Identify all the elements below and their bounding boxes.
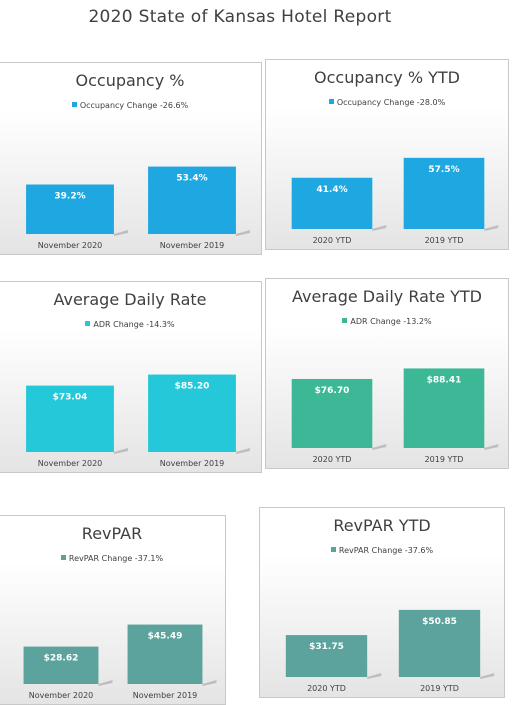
bar-shadow — [484, 225, 499, 231]
category-label: November 2019 — [160, 459, 225, 468]
category-label: 2019 YTD — [420, 684, 459, 693]
legend-label: RevPAR Change -37.1% — [68, 554, 164, 563]
bar — [127, 624, 203, 684]
data-label: $85.20 — [175, 382, 210, 392]
chart-legend: Occupancy Change -26.6% — [0, 101, 261, 110]
chart-legend: ADR Change -14.3% — [0, 320, 261, 329]
legend-label: Occupancy Change -26.6% — [79, 101, 189, 110]
data-label: $73.04 — [53, 393, 88, 403]
chart-plot: 41.4% 2020 YTD 57.5% 2019 YTD — [291, 157, 499, 245]
category-label: November 2020 — [29, 691, 94, 700]
category-label: 2019 YTD — [425, 236, 464, 245]
legend-swatch — [342, 318, 348, 323]
bar — [403, 368, 485, 448]
bar — [148, 374, 236, 452]
bar-shadow — [113, 230, 128, 236]
category-label: 2020 YTD — [307, 684, 346, 693]
chart-occupancy: Occupancy % Occupancy Change -26.6% 39.2… — [0, 62, 262, 255]
chart-title: RevPAR YTD — [333, 516, 431, 535]
bar — [398, 609, 481, 677]
bar-shadow — [372, 444, 387, 450]
page-title: 2020 State of Kansas Hotel Report — [88, 7, 392, 27]
chart-plot: $28.62 November 2020 $45.49 November 2019 — [23, 624, 217, 700]
legend-label: ADR Change -14.3% — [93, 320, 175, 329]
bar-shadow — [235, 230, 250, 236]
chart-legend: RevPAR Change -37.1% — [0, 554, 225, 563]
bar — [26, 184, 114, 234]
legend-label: ADR Change -13.2% — [350, 317, 432, 326]
category-label: 2019 YTD — [425, 455, 464, 464]
chart-title: Average Daily Rate — [53, 290, 207, 309]
category-label: 2020 YTD — [313, 236, 352, 245]
chart-revpar-ytd: RevPAR YTD RevPAR Change -37.6% $31.75 20… — [259, 507, 505, 698]
data-label: $76.70 — [315, 386, 350, 396]
bar-shadow — [98, 680, 113, 686]
chart-legend: RevPAR Change -37.6% — [260, 546, 504, 555]
bar — [291, 177, 373, 229]
bar — [23, 646, 99, 684]
chart-title: Average Daily Rate YTD — [292, 287, 482, 306]
bar-shadow — [372, 225, 387, 231]
bar-shadow — [235, 448, 250, 454]
bar-shadow — [113, 448, 128, 454]
chart-plot: $73.04 November 2020 $85.20 November 2019 — [26, 374, 250, 468]
bar-shadow — [484, 444, 499, 450]
data-label: 57.5% — [428, 165, 459, 175]
chart-legend: Occupancy Change -28.0% — [266, 98, 508, 107]
bar — [291, 378, 373, 448]
chart-plot: 39.2% November 2020 53.4% November 2019 — [26, 166, 250, 250]
category-label: November 2019 — [133, 691, 198, 700]
legend-label: Occupancy Change -28.0% — [336, 98, 446, 107]
bar — [148, 166, 236, 234]
bar — [26, 385, 114, 452]
legend-swatch — [330, 547, 336, 552]
category-label: November 2020 — [38, 241, 103, 250]
chart-adr-ytd: Average Daily Rate YTD ADR Change -13.2%… — [265, 278, 509, 469]
bar-shadow — [367, 673, 382, 679]
data-label: $50.85 — [422, 617, 457, 627]
data-label: 39.2% — [54, 192, 85, 202]
chart-legend: ADR Change -13.2% — [266, 317, 508, 326]
category-label: November 2019 — [160, 241, 225, 250]
chart-plot: $76.70 2020 YTD $88.41 2019 YTD — [291, 368, 499, 464]
chart-occupancy-ytd: Occupancy % YTD Occupancy Change -28.0% … — [265, 59, 509, 250]
bar-shadow — [480, 673, 495, 679]
data-label: 41.4% — [316, 185, 347, 195]
data-label: 53.4% — [176, 174, 207, 184]
bar — [403, 157, 485, 229]
chart-plot: $31.75 2020 YTD $50.85 2019 YTD — [285, 609, 495, 693]
data-label: $45.49 — [148, 632, 183, 642]
legend-swatch — [85, 321, 91, 326]
chart-adr: Average Daily Rate ADR Change -14.3% $73… — [0, 281, 262, 473]
category-label: 2020 YTD — [313, 455, 352, 464]
data-label: $31.75 — [309, 642, 344, 652]
legend-swatch — [328, 99, 334, 104]
bar — [285, 635, 368, 677]
data-label: $88.41 — [427, 375, 462, 385]
legend-swatch — [60, 555, 66, 560]
bar-shadow — [202, 680, 217, 686]
chart-title: Occupancy % — [75, 71, 185, 90]
chart-revpar: RevPAR RevPAR Change -37.1% $28.62 Novemb… — [0, 515, 226, 705]
category-label: November 2020 — [38, 459, 103, 468]
data-label: $28.62 — [44, 654, 79, 664]
legend-swatch — [71, 102, 77, 107]
chart-title: Occupancy % YTD — [314, 68, 460, 87]
legend-label: RevPAR Change -37.6% — [338, 546, 434, 555]
chart-title: RevPAR — [81, 524, 143, 543]
